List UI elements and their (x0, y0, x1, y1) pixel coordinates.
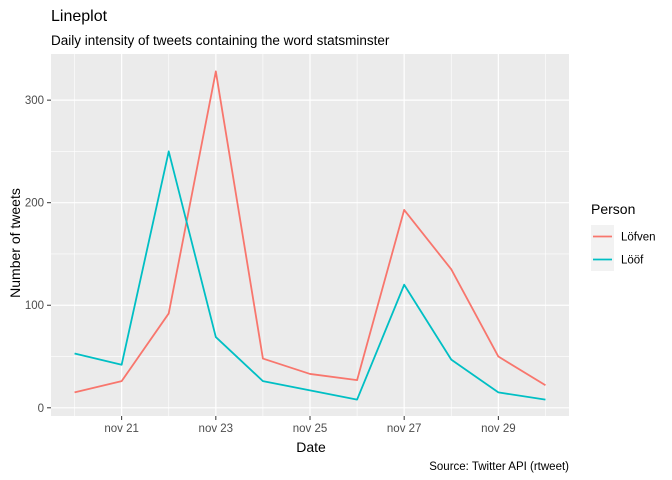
major-gridlines (51, 54, 569, 416)
y-tick-label: 200 (25, 198, 44, 210)
series-line-2 (74, 150, 546, 401)
x-tick-label: nov 29 (481, 423, 516, 435)
legend-title: Person (591, 201, 635, 217)
legend: Person Löfven Lööf (591, 201, 656, 271)
x-tick-label: nov 27 (387, 423, 422, 435)
series-line-1 (74, 70, 546, 394)
x-tick-label: nov 21 (104, 423, 139, 435)
x-axis-title: Date (296, 439, 326, 455)
y-tick-label: 100 (25, 300, 44, 312)
y-tick-label: 300 (25, 95, 44, 107)
x-tick-label: nov 25 (293, 423, 328, 435)
axis-ticks: 0 100 200 300 nov 21 nov 23 nov 25 nov 27 nov 29 (25, 95, 516, 435)
series-lines (74, 70, 546, 401)
chart-title: Lineplot (51, 8, 108, 25)
chart-subtitle: Daily intensity of tweets containing the… (51, 33, 390, 48)
chart-caption: Source: Twitter API (rtweet) (429, 461, 569, 473)
legend-label: Lööf (621, 255, 644, 267)
y-axis-title: Number of tweets (7, 188, 23, 298)
legend-label: Löfven (621, 232, 656, 244)
x-tick-label: nov 23 (199, 423, 234, 435)
y-tick-label: 0 (38, 403, 44, 415)
